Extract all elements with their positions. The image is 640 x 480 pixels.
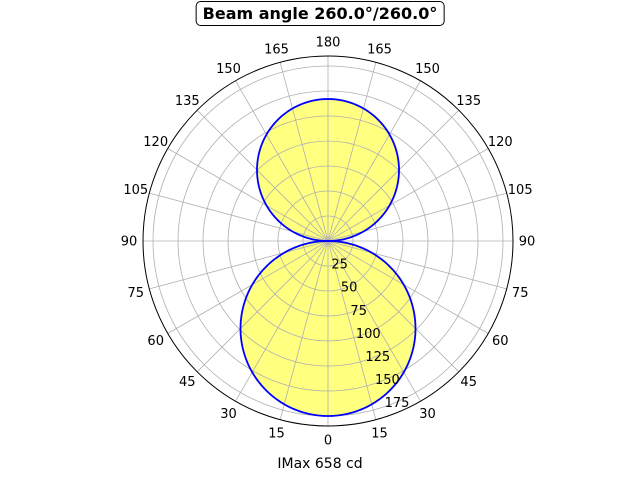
lobe-curves xyxy=(239,98,417,417)
angle-tick-labels: 0 15 30 45 60 75 90 105 120 135 150 165 180 165 150 135… xyxy=(121,36,536,449)
outer-frame xyxy=(142,55,514,427)
angular-grid-line-9 xyxy=(327,109,460,242)
polar-grid xyxy=(143,56,513,426)
angle-tick-label-2: 30 xyxy=(419,407,436,422)
angular-grid-line-15 xyxy=(196,109,329,242)
angle-tick-label-4: 60 xyxy=(492,334,509,349)
angle-tick-label-13: 165 xyxy=(264,42,289,57)
radial-tick-label-25: 25 xyxy=(331,258,348,273)
angle-tick-label-9: 135 xyxy=(456,94,481,109)
angle-tick-label-19: 75 xyxy=(128,286,145,301)
angle-tick-label-14: 150 xyxy=(216,62,241,77)
radial-tick-label-50: 50 xyxy=(341,281,358,296)
angular-grid-line-2 xyxy=(327,240,421,402)
angular-grid-line-16 xyxy=(167,148,329,242)
angular-grid-line-4 xyxy=(327,240,489,334)
angular-grid-line-21 xyxy=(196,240,329,373)
angular-grid-line-19 xyxy=(149,240,329,290)
angular-grid-line-3 xyxy=(327,240,460,373)
angular-grid-line-5 xyxy=(327,240,507,290)
angular-grid-line-8 xyxy=(327,148,489,242)
radial-tick-label-75: 75 xyxy=(350,304,367,319)
x-axis-label: IMax 658 cd xyxy=(277,456,363,472)
angular-grid-line-7 xyxy=(327,192,507,242)
angle-tick-label-5: 75 xyxy=(512,286,529,301)
angle-tick-label-6: 90 xyxy=(519,235,536,250)
polar-frame xyxy=(142,55,514,427)
angle-tick-label-11: 165 xyxy=(367,42,392,57)
angle-tick-label-22: 30 xyxy=(220,407,237,422)
angle-tick-label-23: 15 xyxy=(268,427,285,442)
angle-tick-label-21: 45 xyxy=(179,375,196,390)
angular-grid-line-22 xyxy=(235,240,329,402)
angle-tick-label-8: 120 xyxy=(488,135,513,150)
angular-grid-line-13 xyxy=(279,62,329,242)
radial-tick-label-150: 150 xyxy=(375,373,400,388)
angle-tick-label-12: 180 xyxy=(316,36,341,51)
angle-tick-label-17: 105 xyxy=(123,183,148,198)
angle-tick-label-20: 60 xyxy=(147,334,164,349)
radial-tick-label-100: 100 xyxy=(356,327,381,342)
angle-tick-label-1: 15 xyxy=(371,427,388,442)
angular-grid-line-10 xyxy=(327,80,421,242)
angular-grid-line-14 xyxy=(235,80,329,242)
radial-tick-label-125: 125 xyxy=(365,350,390,365)
angle-tick-label-18: 90 xyxy=(121,235,138,250)
angle-tick-label-7: 105 xyxy=(508,183,533,198)
angular-grid-line-23 xyxy=(279,240,329,420)
angle-tick-label-0: 0 xyxy=(324,434,332,449)
radial-tick-label-175: 175 xyxy=(385,396,410,411)
angular-grid-line-17 xyxy=(149,192,329,242)
chart-title: Beam angle 260.0°/260.0° xyxy=(195,1,445,26)
angle-tick-label-3: 45 xyxy=(460,375,477,390)
angle-tick-label-15: 135 xyxy=(175,94,200,109)
angle-tick-label-10: 150 xyxy=(415,62,440,77)
radial-tick-labels: 25 50 75 100 125 150 175 xyxy=(331,258,409,412)
angular-grid-line-20 xyxy=(167,240,329,334)
angle-tick-label-16: 120 xyxy=(143,135,168,150)
angular-grid-line-1 xyxy=(327,240,377,420)
angular-grid-line-11 xyxy=(327,62,377,242)
